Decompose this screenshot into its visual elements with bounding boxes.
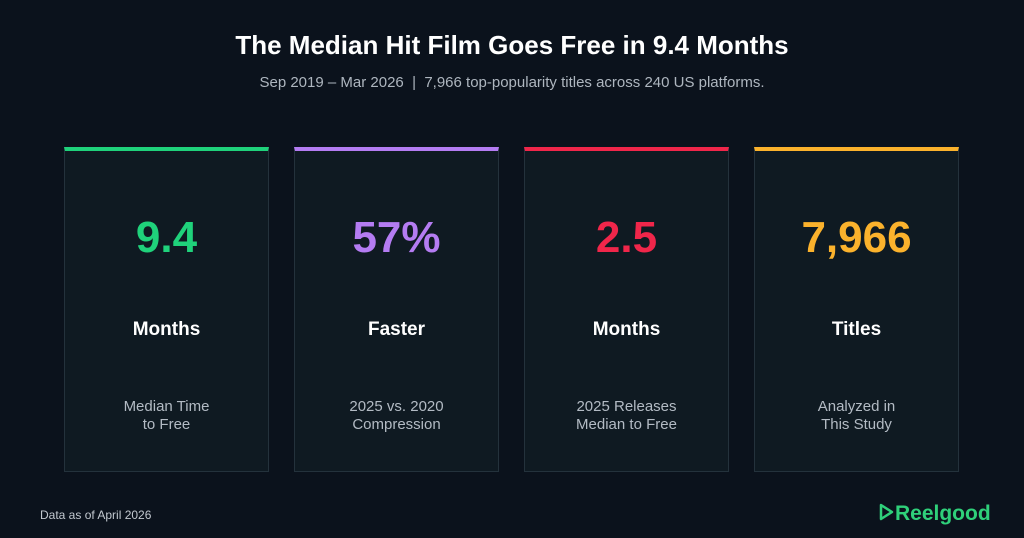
stat-unit: Months [592, 319, 661, 340]
stat-value: 57% [352, 213, 441, 262]
stat-description: 2025 vs. 2020 [349, 398, 444, 415]
logo-icon [879, 503, 894, 521]
stat-card: 9.4 Months Median Time to Free [64, 147, 269, 472]
title: The Median Hit Film Goes Free in 9.4 Mon… [235, 30, 789, 60]
stat-value: 9.4 [135, 213, 198, 262]
stat-description: to Free [142, 416, 191, 433]
stat-description: 2025 Releases [576, 398, 677, 415]
stat-description: Median to Free [576, 416, 677, 433]
stat-description: This Study [821, 416, 892, 433]
stat-unit: Titles [831, 319, 882, 340]
stat-value: 2.5 [595, 213, 658, 262]
stat-unit: Faster [367, 319, 426, 340]
subtitle: Sep 2019 – Mar 2026 | 7,966 top-populari… [259, 74, 765, 91]
stat-description: Compression [352, 416, 441, 433]
stat-card: 57% Faster 2025 vs. 2020 Compression [294, 147, 499, 472]
stat-description: Median Time [123, 398, 210, 415]
footer-note: Data as of April 2026 [40, 508, 152, 522]
stat-description: Analyzed in [817, 398, 896, 415]
stat-card: 2.5 Months 2025 Releases Median to Free [524, 147, 729, 472]
stat-card: 7,966 Titles Analyzed in This Study [754, 147, 959, 472]
brand-logo: Reelgood [879, 502, 991, 526]
stat-unit: Months [132, 319, 201, 340]
brand-name: Reelgood [895, 502, 991, 525]
stat-value: 7,966 [801, 213, 912, 262]
